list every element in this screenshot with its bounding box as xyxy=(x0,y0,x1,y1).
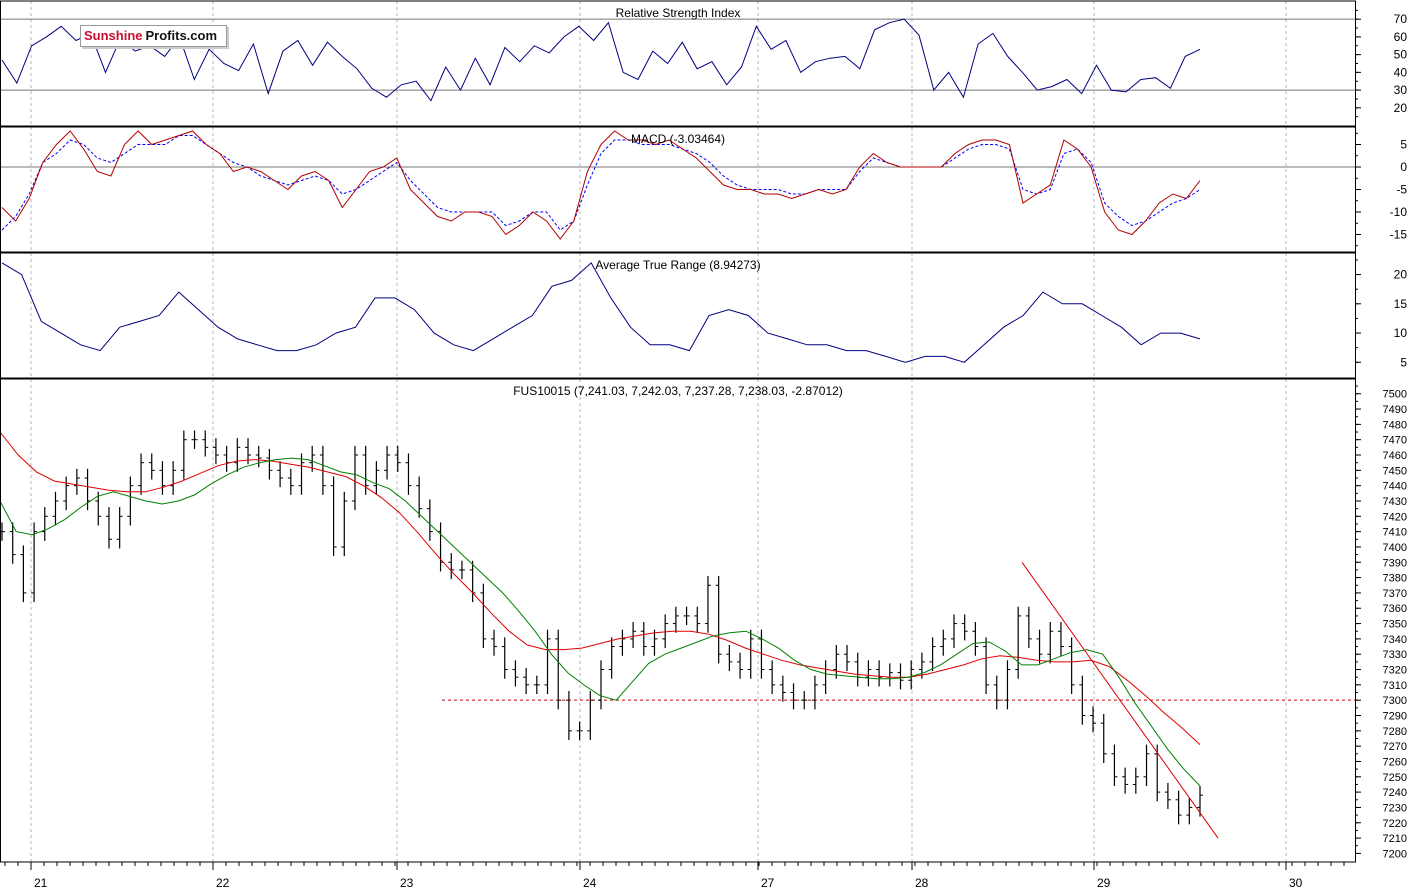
y-tick-label: 7360 xyxy=(1383,603,1407,615)
x-tick-label: 24 xyxy=(583,876,597,889)
y-tick-label: 7280 xyxy=(1383,726,1407,738)
y-tick-label: 7230 xyxy=(1383,802,1407,814)
y-tick-label: 50 xyxy=(1394,48,1408,62)
macd-line xyxy=(1,130,1201,240)
x-tick-label: 28 xyxy=(915,876,929,889)
macd-title: MACD (-3.03464) xyxy=(631,132,725,146)
short-moving-average-line xyxy=(0,457,1201,787)
y-tick-label: -5 xyxy=(1396,183,1407,197)
y-tick-label: 7220 xyxy=(1383,818,1407,830)
x-tick-label: 27 xyxy=(761,876,775,889)
y-tick-label: -10 xyxy=(1390,205,1408,219)
atr-panel: 5 10 15 20 xyxy=(1,259,1408,369)
x-tick-label: 21 xyxy=(34,876,48,889)
long-moving-average-line xyxy=(0,431,1201,745)
panel-frame xyxy=(0,126,1356,253)
y-tick-label: 7240 xyxy=(1383,787,1407,799)
y-tick-label: 7270 xyxy=(1383,741,1407,753)
y-tick-label: 7380 xyxy=(1383,573,1407,585)
y-tick-label: 7200 xyxy=(1383,848,1407,860)
y-tick-label: 7470 xyxy=(1383,435,1407,447)
atr-title: Average True Range (8.94273) xyxy=(595,258,760,272)
panel-frames: 21 22 23 24 27 28 29 30 xyxy=(0,0,1356,889)
y-tick-label: 7390 xyxy=(1383,557,1407,569)
y-tick-label: 7340 xyxy=(1383,634,1407,646)
y-tick-label: 7450 xyxy=(1383,465,1407,477)
x-tick-label: 22 xyxy=(216,876,230,889)
y-tick-label: 20 xyxy=(1394,101,1408,115)
y-tick-label: 7320 xyxy=(1383,665,1407,677)
y-tick-label: 7330 xyxy=(1383,649,1407,661)
y-tick-label: 7250 xyxy=(1383,772,1407,784)
logo-part-2: Profits.com xyxy=(145,26,227,46)
x-tick-label: 23 xyxy=(400,876,414,889)
y-tick-label: 5 xyxy=(1400,355,1407,369)
price-panel: 7200 7210 7220 7230 7240 7250 7260 7270 7280 7290… xyxy=(0,385,1407,860)
y-tick-label: -15 xyxy=(1390,228,1408,242)
y-tick-label: 7410 xyxy=(1383,527,1407,539)
y-tick-label: 20 xyxy=(1394,268,1408,282)
downtrend-line xyxy=(1021,561,1219,839)
y-tick-label: 7430 xyxy=(1383,496,1407,508)
panel-frame xyxy=(0,252,1356,379)
x-tick-label: 29 xyxy=(1097,876,1111,889)
price-title: FUS10015 (7,241.03, 7,242.03, 7,237.28, … xyxy=(513,384,843,398)
y-tick-label: 7210 xyxy=(1383,833,1407,845)
y-tick-label: 7500 xyxy=(1383,389,1407,401)
macd-signal-line xyxy=(1,135,1201,231)
atr-line xyxy=(1,262,1201,363)
y-tick-label: 7290 xyxy=(1383,711,1407,723)
panel-frame xyxy=(0,0,1356,127)
y-tick-label: 10 xyxy=(1394,326,1408,340)
y-tick-label: 7420 xyxy=(1383,511,1407,523)
logo-part-1: Sunshine xyxy=(81,26,146,46)
gridlines xyxy=(30,1,1287,862)
sunshine-profits-logo: Sunshine Profits.com xyxy=(80,25,228,47)
y-tick-label: 15 xyxy=(1394,297,1408,311)
y-tick-label: 5 xyxy=(1400,138,1407,152)
y-tick-label: 7480 xyxy=(1383,419,1407,431)
y-tick-label: 30 xyxy=(1394,83,1408,97)
rsi-panel: 20 30 40 50 60 70 xyxy=(0,9,1408,118)
macd-panel: -15 -10 -5 0 5 xyxy=(0,130,1408,247)
y-tick-label: 7490 xyxy=(1383,404,1407,416)
y-tick-label: 7440 xyxy=(1383,481,1407,493)
y-tick-label: 7260 xyxy=(1383,756,1407,768)
y-tick-label: 60 xyxy=(1394,30,1408,44)
y-tick-label: 7300 xyxy=(1383,695,1407,707)
y-tick-label: 40 xyxy=(1394,65,1408,79)
y-tick-label: 7370 xyxy=(1383,588,1407,600)
rsi-line xyxy=(1,18,1201,102)
x-tick-label: 30 xyxy=(1289,876,1303,889)
y-tick-label: 7310 xyxy=(1383,680,1407,692)
panel-frame xyxy=(0,378,1356,863)
y-tick-label: 7460 xyxy=(1383,450,1407,462)
y-tick-label: 7400 xyxy=(1383,542,1407,554)
y-tick-label: 70 xyxy=(1394,12,1408,26)
y-tick-label: 0 xyxy=(1400,160,1407,174)
rsi-title: Relative Strength Index xyxy=(616,6,741,20)
y-tick-label: 7350 xyxy=(1383,619,1407,631)
